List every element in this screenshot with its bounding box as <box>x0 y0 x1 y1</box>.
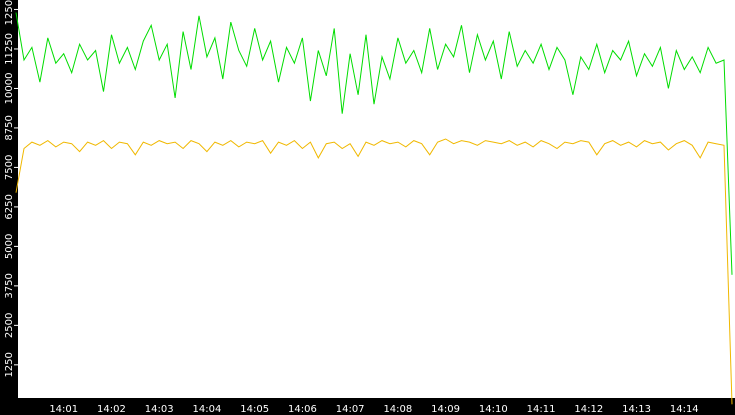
plot-area <box>18 0 735 398</box>
x-tick-label: 14:06 <box>288 404 317 415</box>
series-line <box>15 12 733 275</box>
series-line <box>15 138 733 405</box>
y-tick-label: 1250 <box>4 352 15 377</box>
x-tick-label: 14:05 <box>240 404 269 415</box>
x-tick-label: 14:03 <box>145 404 174 415</box>
y-tick-label: 8750 <box>4 115 15 140</box>
x-tick-label: 14:12 <box>574 404 603 415</box>
y-tick-label: 11250 <box>4 33 15 65</box>
y-tick-label: 12501 <box>4 0 15 25</box>
x-tick-label: 14:14 <box>670 404 699 415</box>
y-tick-label: 2500 <box>4 313 15 338</box>
x-tick-label: 14:13 <box>622 404 651 415</box>
x-tick-label: 14:04 <box>193 404 222 415</box>
x-tick-label: 14:11 <box>527 404 556 415</box>
x-tick-label: 14:08 <box>383 404 412 415</box>
x-tick-label: 14:01 <box>49 404 78 415</box>
x-tick-label: 14:10 <box>479 404 508 415</box>
x-tick-label: 14:09 <box>431 404 460 415</box>
y-tick-label: 3750 <box>4 273 15 298</box>
y-tick-label: 7500 <box>4 155 15 180</box>
x-tick-label: 14:07 <box>336 404 365 415</box>
x-tick-label: 14:02 <box>97 404 126 415</box>
y-tick-label: 10000 <box>4 73 15 105</box>
y-tick-label: 6250 <box>4 194 15 219</box>
y-tick-label: 5000 <box>4 234 15 259</box>
